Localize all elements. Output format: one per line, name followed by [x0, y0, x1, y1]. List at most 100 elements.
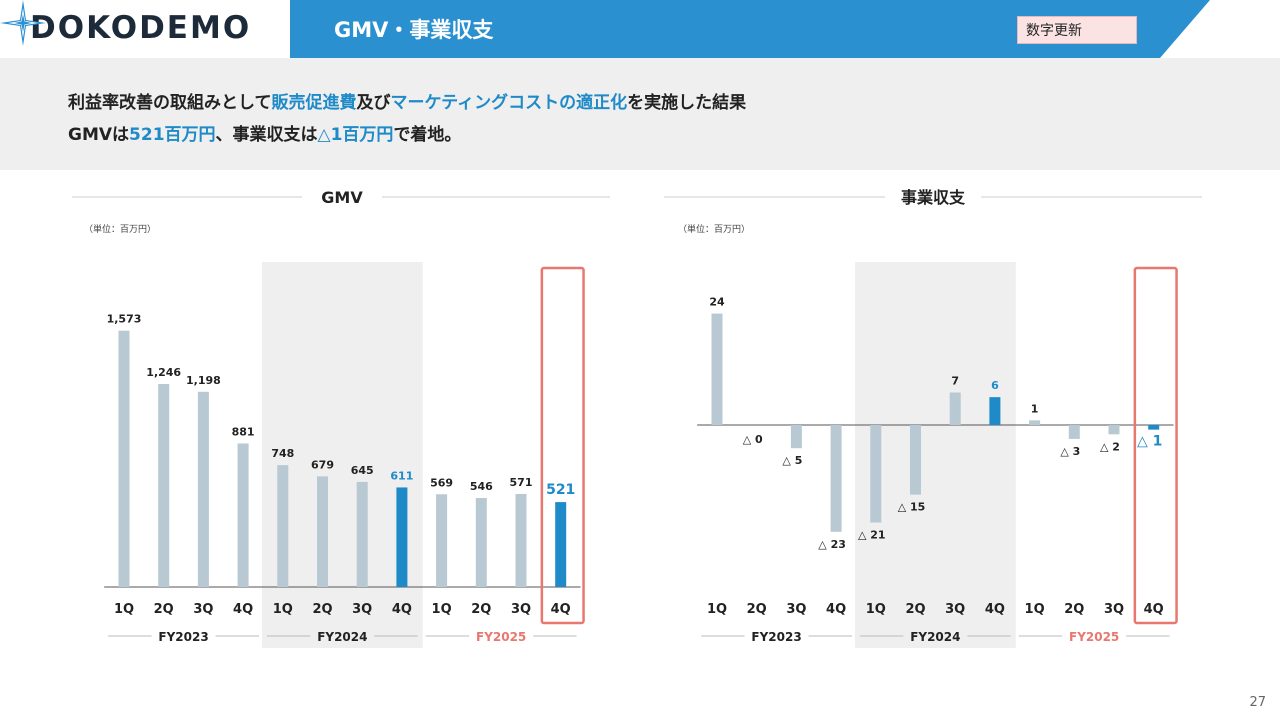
category-label: 3Q: [193, 602, 213, 617]
chart-title: 事業収支: [901, 188, 966, 207]
latest-quarter-highlight-box: [1133, 266, 1178, 625]
compass-star-icon: [0, 0, 46, 46]
data-label: 1,573: [107, 313, 142, 326]
data-label: 6: [991, 379, 999, 392]
page-number: 27: [1249, 695, 1266, 710]
bar: [436, 494, 448, 587]
group-label: FY2024: [317, 630, 367, 644]
page-title: GMV・事業収支: [334, 18, 494, 42]
summary-line-2-segment: 521百万円: [129, 125, 216, 145]
summary-line-1-segment: マーケティングコストの適正化: [390, 93, 628, 113]
data-label: 571: [510, 476, 533, 489]
category-label: 3Q: [352, 602, 372, 617]
data-label: 881: [232, 425, 255, 438]
category-label: 2Q: [471, 602, 491, 617]
bar: [118, 330, 130, 587]
data-label: 748: [271, 447, 294, 460]
summary-panel: 利益率改善の取組みとして販売促進費及びマーケティングコストの適正化を実施した結果…: [0, 58, 1280, 170]
summary-line-1-segment: 販売促進費: [271, 93, 357, 113]
bar: [711, 313, 723, 425]
profit-chart: 事業収支 （単位：百万円） 24 1Q △ 0 2Q △ 5 3Q △ 23 4Q △ 21 1Q △ …: [664, 188, 1202, 648]
bar: [1068, 425, 1080, 439]
category-label: 4Q: [551, 602, 571, 617]
data-label: △ 21: [858, 529, 886, 542]
company-logo: DOKODEMO: [30, 10, 252, 46]
gmv-chart: GMV （単位：百万円） 1,573 1Q 1,246 2Q 1,198 3Q 881 4Q 748…: [72, 188, 610, 648]
header-banner: [290, 0, 1210, 58]
data-label: 645: [351, 464, 374, 477]
category-label: 3Q: [511, 602, 531, 617]
data-label: △ 23: [818, 538, 846, 551]
bar: [555, 502, 567, 587]
bar: [989, 397, 1001, 425]
header: DOKODEMO GMV・事業収支 数字更新: [0, 0, 1280, 58]
bar: [277, 465, 289, 587]
data-label: △ 0: [743, 433, 763, 446]
bar: [515, 493, 527, 587]
summary-line-2-segment: で着地。: [393, 125, 462, 145]
category-label: 1Q: [866, 602, 886, 617]
unit-label: （単位：百万円）: [84, 223, 156, 235]
category-label: 2Q: [1064, 602, 1084, 617]
latest-quarter-highlight-box: [540, 266, 585, 625]
category-label: 2Q: [905, 602, 925, 617]
bar: [197, 391, 209, 587]
bar: [790, 425, 802, 449]
update-badge: 数字更新: [1017, 16, 1137, 44]
category-label: 4Q: [985, 602, 1005, 617]
group-label: FY2023: [158, 630, 208, 644]
category-label: 2Q: [154, 602, 174, 617]
summary-line-1-segment: 利益率改善の取組みとして: [68, 93, 272, 113]
data-label: 24: [709, 296, 725, 309]
data-label: △ 1: [1137, 434, 1162, 450]
bar: [158, 383, 170, 587]
bar: [1108, 425, 1120, 435]
summary-line-2-segment: △1百万円: [317, 125, 394, 145]
unit-label: （単位：百万円）: [678, 223, 750, 235]
category-label: 4Q: [233, 602, 253, 617]
data-label: △ 3: [1060, 445, 1080, 458]
bar: [356, 481, 368, 587]
bar: [949, 392, 961, 425]
bar: [396, 487, 408, 587]
category-label: 3Q: [786, 602, 806, 617]
summary-line-1: 利益率改善の取組みとして販売促進費及びマーケティングコストの適正化を実施した結果: [68, 88, 746, 113]
category-label: 2Q: [747, 602, 767, 617]
summary-line-1-segment: を実施した結果: [627, 93, 747, 113]
bar: [910, 425, 921, 495]
summary-line-2-segment: 、事業収支は: [215, 125, 318, 145]
category-label: 3Q: [1104, 602, 1124, 617]
category-label: 4Q: [1144, 602, 1164, 617]
category-label: 1Q: [432, 602, 452, 617]
data-label: 569: [430, 476, 453, 489]
data-label: 521: [546, 482, 575, 498]
group-label: FY2025: [1069, 630, 1119, 644]
category-label: 4Q: [826, 602, 846, 617]
group-label: FY2025: [476, 630, 526, 644]
bar: [317, 476, 328, 587]
title-banner: [290, 0, 1210, 58]
bar: [1029, 420, 1041, 425]
summary-line-2: GMVは521百万円、事業収支は△1百万円で着地。: [68, 120, 461, 145]
data-label: 1,246: [146, 366, 181, 379]
data-label: △ 5: [782, 454, 802, 467]
data-label: 546: [470, 480, 493, 493]
category-label: 1Q: [1025, 602, 1045, 617]
category-label: 1Q: [273, 602, 293, 617]
category-label: 2Q: [312, 602, 332, 617]
summary-line-2-segment: GMVは: [68, 125, 130, 145]
summary-line-1-segment: 及び: [356, 93, 391, 113]
bar: [1148, 425, 1160, 430]
fy2024-band: [854, 262, 1016, 648]
data-label: 1,198: [186, 374, 221, 387]
data-label: 611: [390, 469, 413, 482]
fy2024-band: [261, 262, 423, 648]
data-label: △ 15: [898, 501, 926, 514]
data-label: 7: [951, 375, 959, 388]
bar: [830, 425, 842, 532]
chart-title: GMV: [321, 188, 363, 207]
bar: [475, 498, 487, 587]
category-label: 4Q: [392, 602, 412, 617]
data-label: 679: [311, 458, 334, 471]
bar: [237, 443, 249, 587]
